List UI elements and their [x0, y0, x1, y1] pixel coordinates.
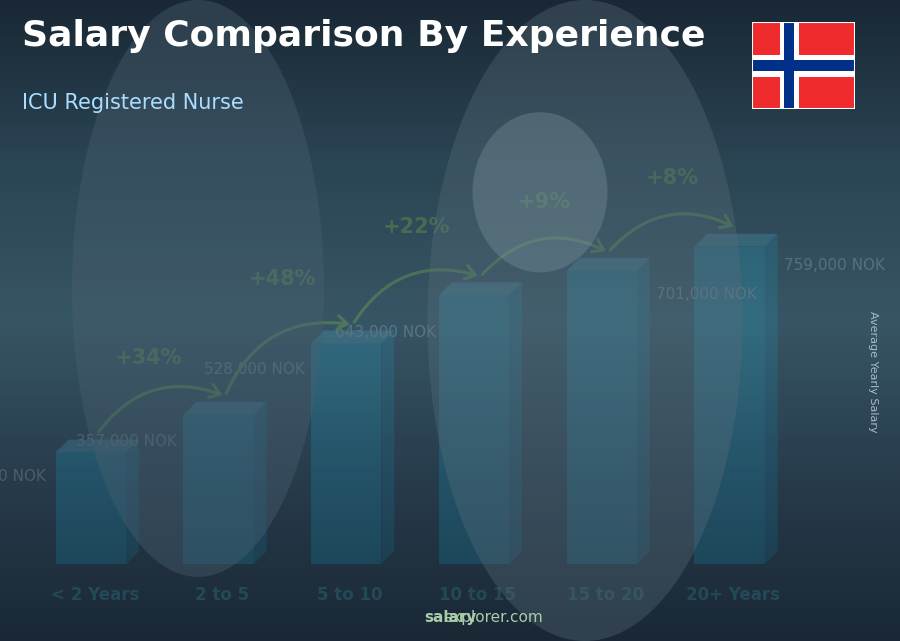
Polygon shape — [509, 283, 522, 564]
Bar — [779, 22, 798, 109]
Ellipse shape — [72, 0, 324, 577]
Polygon shape — [567, 271, 637, 564]
Ellipse shape — [428, 0, 742, 641]
Text: 2 to 5: 2 to 5 — [195, 586, 249, 604]
Ellipse shape — [472, 112, 608, 272]
FancyArrowPatch shape — [482, 238, 603, 274]
Polygon shape — [439, 283, 522, 295]
Text: 5 to 10: 5 to 10 — [318, 586, 382, 604]
Text: 701,000 NOK: 701,000 NOK — [656, 287, 757, 302]
Text: < 2 Years: < 2 Years — [50, 586, 139, 604]
Polygon shape — [382, 331, 394, 564]
Text: explorer.com: explorer.com — [444, 610, 543, 625]
FancyArrowPatch shape — [226, 316, 347, 394]
Text: 15 to 20: 15 to 20 — [567, 586, 644, 604]
FancyArrowPatch shape — [355, 265, 475, 322]
Text: Salary Comparison By Experience: Salary Comparison By Experience — [22, 19, 706, 53]
Text: 267,000 NOK: 267,000 NOK — [0, 469, 46, 485]
FancyArrowPatch shape — [99, 385, 220, 431]
Polygon shape — [637, 258, 650, 564]
Polygon shape — [695, 234, 778, 247]
Polygon shape — [311, 343, 382, 564]
Text: +8%: +8% — [645, 168, 698, 188]
Text: +22%: +22% — [382, 217, 450, 237]
Text: 643,000 NOK: 643,000 NOK — [336, 325, 436, 340]
Polygon shape — [56, 440, 139, 453]
Bar — [752, 60, 855, 71]
Text: salary: salary — [424, 610, 476, 625]
Polygon shape — [567, 258, 650, 271]
Bar — [752, 55, 855, 76]
Text: 20+ Years: 20+ Years — [687, 586, 780, 604]
Text: +48%: +48% — [248, 269, 316, 288]
Polygon shape — [311, 331, 394, 343]
Polygon shape — [126, 440, 139, 564]
Polygon shape — [765, 234, 778, 564]
Polygon shape — [184, 402, 266, 415]
Polygon shape — [184, 415, 254, 564]
Polygon shape — [695, 247, 765, 564]
FancyArrowPatch shape — [610, 214, 731, 250]
Text: ICU Registered Nurse: ICU Registered Nurse — [22, 93, 244, 113]
Text: +9%: +9% — [518, 192, 571, 212]
Text: Average Yearly Salary: Average Yearly Salary — [868, 311, 878, 433]
Text: 759,000 NOK: 759,000 NOK — [784, 258, 885, 273]
Text: +34%: +34% — [114, 348, 182, 368]
Text: 357,000 NOK: 357,000 NOK — [76, 434, 177, 449]
Polygon shape — [254, 402, 266, 564]
Polygon shape — [439, 295, 509, 564]
Text: 10 to 15: 10 to 15 — [439, 586, 517, 604]
Text: 528,000 NOK: 528,000 NOK — [204, 362, 305, 377]
Bar — [785, 22, 794, 109]
Polygon shape — [56, 453, 126, 564]
